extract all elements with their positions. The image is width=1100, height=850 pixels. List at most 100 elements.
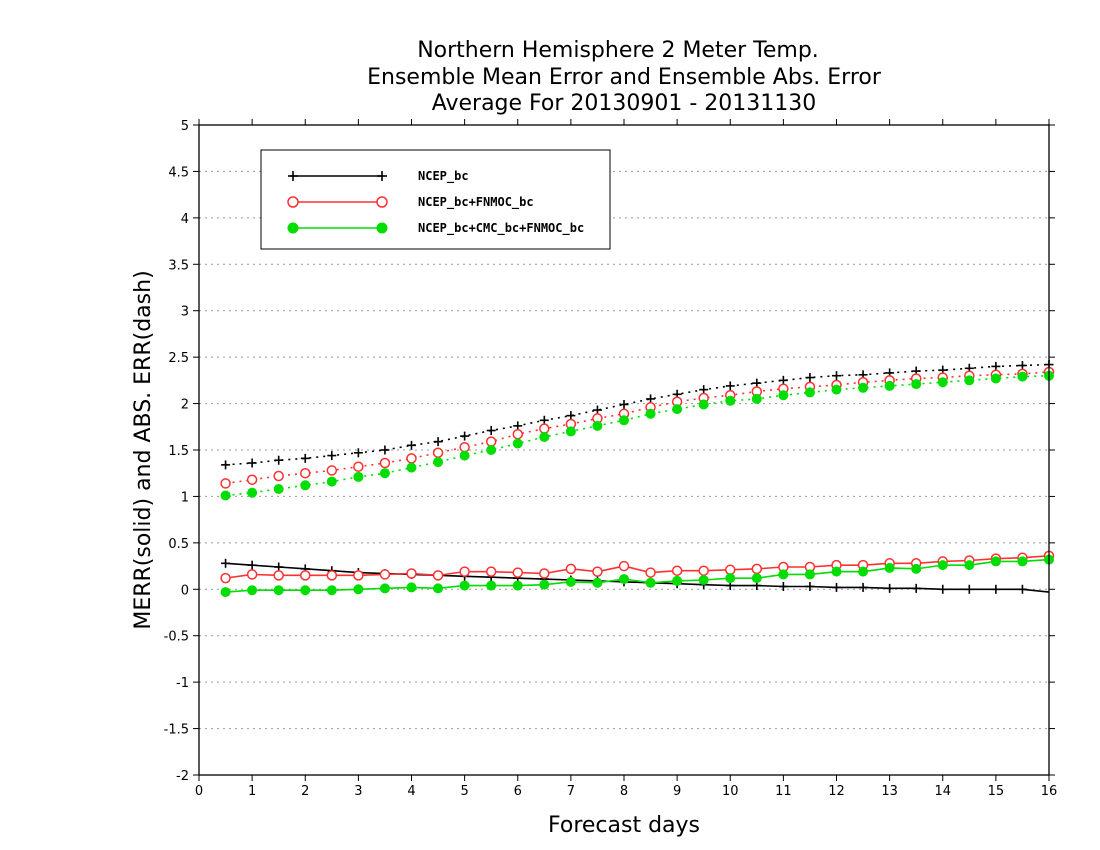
abs-error-point	[353, 448, 363, 458]
series-layer	[220, 360, 1055, 598]
mean-error-point	[379, 583, 390, 594]
mean-error-point	[220, 587, 231, 598]
abs-error-point	[486, 445, 497, 455]
y-tick-label: -0.5	[164, 630, 189, 645]
y-axis: -2 -1.5 -1 -0.5 0 0.5 1 1.5 2 2.5 3 3.5 4 4.5 5	[164, 119, 1055, 784]
mean-error-point	[406, 582, 417, 593]
chart-title-line-1: Northern Hemisphere 2 Meter Temp.	[417, 38, 819, 63]
abs-error-point	[990, 373, 1001, 384]
mean-error-point	[433, 583, 444, 594]
x-tick-label: 16	[1041, 784, 1058, 799]
abs-error-point	[646, 394, 656, 404]
legend-item-2: NCEP_bc+FNMOC_bc	[287, 195, 534, 210]
chart-title-line-3: Average For 20130901 - 20131130	[432, 91, 817, 116]
abs-error-point	[220, 490, 231, 501]
abs-error-point	[221, 460, 231, 470]
mean-error-point	[221, 558, 231, 568]
mean-error-point	[246, 569, 258, 580]
abs-error-point	[513, 421, 523, 431]
mean-error-point	[937, 560, 948, 571]
mean-error-point	[485, 566, 497, 577]
mean-error-point	[220, 572, 231, 584]
abs-error-point	[964, 375, 975, 386]
abs-error-point	[539, 423, 550, 434]
mean-error-point	[565, 576, 576, 587]
x-tick-label: 10	[722, 784, 739, 799]
y-tick-label: -2	[176, 769, 189, 784]
legend-marker-right	[377, 171, 387, 181]
y-tick-label: 1.5	[168, 444, 189, 459]
abs-error-point	[512, 438, 523, 449]
mean-error-point	[751, 563, 763, 575]
y-tick-label: -1	[176, 676, 189, 691]
mean-error-point	[672, 575, 683, 586]
abs-error-point	[220, 478, 231, 489]
mean-error-point	[618, 560, 630, 572]
legend-marker-left	[288, 171, 298, 181]
abs-error-point	[645, 408, 656, 419]
mean-error-point	[273, 585, 284, 596]
mean-error-point	[379, 569, 391, 580]
mean-error-point	[698, 575, 709, 585]
x-tick-label: 9	[673, 784, 681, 799]
abs-error-point	[592, 405, 602, 415]
mean-error-point	[592, 577, 603, 588]
chart-title: Northern Hemisphere 2 Meter Temp. Ensemb…	[367, 38, 882, 116]
abs-error-point	[406, 453, 417, 464]
mean-error-point	[938, 584, 948, 594]
abs-error-point	[433, 457, 444, 468]
chart-title-line-2: Ensemble Mean Error and Ensemble Abs. Er…	[367, 65, 882, 90]
mean-error-point	[778, 582, 788, 591]
legend-label: NCEP_bc+FNMOC_bc	[418, 195, 534, 210]
y-axis-label: MERR(solid) and ABS. ERR(dash)	[131, 270, 156, 629]
mean-error-point	[884, 562, 895, 573]
mean-error-point	[778, 569, 789, 580]
mean-error-point	[406, 568, 417, 579]
abs-error-point	[273, 484, 284, 494]
mean-error-point	[725, 564, 736, 576]
abs-error-point	[566, 411, 576, 421]
abs-error-point	[380, 445, 390, 455]
abs-error-point	[353, 471, 364, 482]
y-tick-label: 2	[181, 398, 189, 413]
mean-error-point	[619, 574, 629, 585]
abs-error-point	[832, 371, 841, 381]
mean-error-point	[565, 563, 577, 575]
mean-error-point	[512, 580, 523, 591]
abs-error-point	[698, 399, 709, 410]
x-tick-label: 12	[828, 784, 845, 799]
abs-error-point	[725, 395, 736, 406]
abs-error-point	[884, 380, 895, 391]
y-tick-label: 1	[181, 490, 189, 505]
abs-error-point	[247, 458, 257, 468]
abs-error-point	[592, 420, 603, 431]
abs-error-point	[831, 384, 842, 395]
abs-error-point	[539, 432, 550, 442]
legend-marker-right	[376, 222, 388, 234]
mean-error-point	[911, 583, 921, 593]
abs-error-point	[619, 400, 629, 409]
legend-marker-right	[376, 196, 388, 208]
legend-label: NCEP_bc+CMC_bc+FNMOC_bc	[418, 221, 584, 236]
abs-error-point	[1017, 371, 1028, 382]
abs-error-point	[991, 361, 1001, 371]
legend-marker-left	[287, 222, 299, 234]
mean-error-point	[512, 567, 523, 578]
mean-error-point	[273, 570, 284, 581]
gridlines	[199, 170, 1049, 730]
legend: NCEP_bc NCEP_bc+FNMOC_bc NCEP_bc+CMC_bc+FN…	[260, 149, 611, 250]
abs-error-point	[273, 470, 284, 482]
y-tick-label: 2.5	[168, 351, 189, 366]
abs-error-point	[459, 441, 470, 453]
abs-error-point	[725, 381, 735, 391]
abs-error-point	[327, 451, 337, 461]
abs-error-point	[565, 426, 576, 437]
mean-error-point	[645, 567, 656, 578]
abs-error-point	[672, 404, 683, 415]
abs-error-point	[778, 375, 788, 385]
x-tick-label: 3	[354, 784, 362, 799]
y-tick-label: 4	[181, 212, 189, 227]
abs-error-point	[460, 431, 470, 441]
legend-box	[260, 149, 611, 250]
